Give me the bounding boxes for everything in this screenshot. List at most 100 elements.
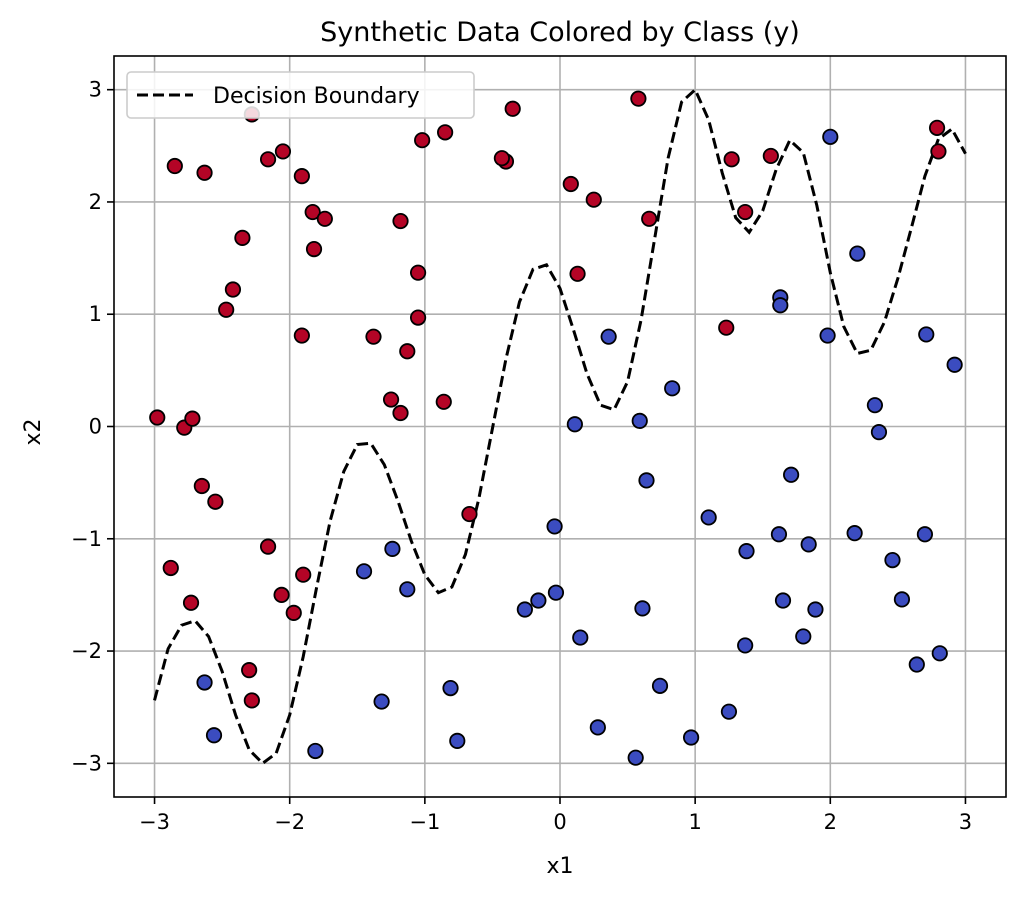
y-axis-label: x2 — [21, 418, 46, 445]
data-point-class-1 — [461, 505, 478, 523]
data-point-class-1 — [184, 410, 201, 427]
data-point-class-0 — [600, 328, 617, 345]
data-point-class-0 — [870, 424, 888, 441]
data-point-class-0 — [807, 601, 824, 618]
data-point-class-1 — [409, 309, 427, 326]
data-point-class-1 — [207, 493, 224, 510]
data-point-class-1 — [305, 241, 323, 258]
x-tick-label: −2 — [274, 810, 305, 834]
data-point-class-0 — [307, 742, 324, 760]
legend-box — [126, 71, 475, 119]
data-point-class-0 — [770, 526, 788, 543]
data-point-class-1 — [295, 566, 312, 583]
data-point-class-1 — [437, 124, 454, 141]
data-point-class-0 — [783, 466, 800, 483]
data-point-class-1 — [585, 191, 602, 208]
data-point-class-0 — [908, 656, 925, 673]
legend: Decision Boundary — [126, 71, 475, 119]
data-point-class-0 — [866, 397, 884, 414]
data-point-class-0 — [355, 563, 373, 580]
data-point-class-0 — [916, 526, 934, 543]
data-point-class-0 — [720, 703, 738, 720]
data-point-class-0 — [682, 729, 700, 746]
x-tick-label: 3 — [959, 810, 972, 834]
data-point-class-0 — [566, 416, 583, 433]
data-point-class-1 — [641, 210, 658, 227]
data-point-class-0 — [638, 472, 655, 489]
legend-entry-label: Decision Boundary — [213, 84, 420, 109]
x-tick-label: −3 — [139, 810, 170, 834]
data-point-class-1 — [316, 210, 333, 227]
data-point-class-1 — [293, 168, 310, 185]
data-point-class-0 — [530, 592, 547, 609]
data-point-class-0 — [589, 719, 606, 736]
data-point-class-1 — [928, 119, 946, 136]
x-tick-label: 2 — [824, 810, 837, 834]
data-point-class-0 — [738, 543, 755, 560]
data-point-class-1 — [392, 404, 409, 422]
data-point-class-0 — [774, 592, 792, 609]
data-points-layer — [149, 90, 963, 766]
data-point-class-0 — [819, 327, 836, 344]
data-point-class-0 — [822, 128, 839, 145]
data-point-class-1 — [162, 559, 179, 577]
data-point-class-1 — [435, 393, 452, 410]
data-point-class-0 — [772, 297, 789, 314]
data-point-class-0 — [893, 591, 911, 608]
data-point-class-1 — [193, 477, 210, 495]
data-point-class-1 — [196, 164, 213, 181]
data-point-class-0 — [631, 412, 648, 429]
data-point-class-1 — [718, 319, 735, 336]
data-point-class-0 — [846, 525, 863, 542]
data-point-class-1 — [493, 150, 510, 167]
data-point-class-1 — [304, 203, 321, 221]
data-point-class-0 — [795, 628, 812, 645]
data-point-class-0 — [442, 679, 459, 697]
data-point-class-1 — [234, 229, 251, 246]
data-point-class-1 — [182, 594, 200, 611]
data-point-class-1 — [224, 281, 242, 298]
data-point-class-1 — [930, 143, 947, 160]
data-point-class-0 — [546, 518, 563, 535]
data-point-class-1 — [365, 328, 382, 345]
data-point-class-1 — [392, 212, 409, 230]
data-point-class-1 — [243, 692, 260, 709]
x-tick-label: −1 — [409, 810, 440, 834]
data-point-class-0 — [737, 637, 754, 654]
y-tick-label: −1 — [71, 527, 102, 551]
data-point-class-1 — [762, 147, 779, 165]
axis-ticks: −3 −2 −1 0 1 2 3 −3 −2 −1 0 1 2 3 — [71, 78, 972, 834]
data-point-class-1 — [409, 264, 427, 281]
data-point-class-0 — [516, 601, 533, 618]
y-tick-label: 1 — [89, 302, 102, 326]
data-point-class-1 — [737, 203, 754, 221]
data-point-class-0 — [664, 380, 681, 397]
data-point-class-0 — [946, 356, 963, 373]
data-point-class-1 — [630, 90, 647, 107]
data-point-class-0 — [627, 749, 644, 766]
data-point-class-1 — [149, 409, 166, 426]
y-tick-label: −3 — [71, 751, 102, 775]
data-point-class-1 — [166, 157, 183, 175]
data-point-class-1 — [399, 343, 416, 360]
y-tick-label: 0 — [89, 415, 102, 439]
data-point-class-0 — [205, 727, 223, 744]
data-point-class-1 — [259, 538, 277, 555]
data-point-class-1 — [241, 662, 258, 679]
y-tick-label: 3 — [89, 78, 102, 102]
data-point-class-0 — [634, 600, 651, 617]
data-point-class-0 — [918, 326, 935, 343]
data-point-class-1 — [569, 265, 586, 282]
data-point-class-0 — [547, 584, 565, 601]
x-tick-label: 1 — [688, 810, 701, 834]
y-tick-label: 2 — [89, 190, 102, 214]
data-point-class-1 — [273, 586, 290, 604]
data-point-class-0 — [884, 552, 901, 569]
data-point-class-0 — [384, 540, 401, 557]
data-point-class-1 — [414, 132, 431, 149]
decision-boundary-layer — [153, 87, 967, 766]
data-point-class-1 — [274, 143, 292, 160]
data-point-class-1 — [218, 301, 235, 318]
data-point-class-0 — [399, 581, 416, 598]
